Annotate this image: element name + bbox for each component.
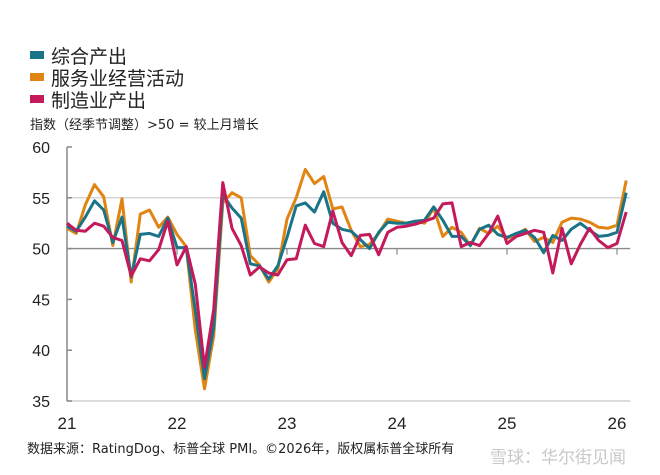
series-line-1: [66, 167, 628, 391]
series-line-2: [66, 181, 628, 369]
legend-label: 服务业经营活动: [51, 67, 185, 90]
x-tick-label: 26: [608, 414, 627, 433]
y-tick-label: 40: [32, 343, 50, 360]
legend-label: 综合产出: [51, 45, 128, 68]
y-tick-label: 35: [32, 394, 50, 411]
watermark: 雪球：华尔街见闻: [490, 448, 626, 468]
legend-item-manufacturing: 制造业产出: [30, 88, 184, 112]
chart-subtitle: 指数（经季节调整）>50 = 较上月增长: [30, 118, 259, 133]
legend-item-services: 服务业经营活动: [30, 66, 185, 90]
y-tick-label: 60: [32, 140, 50, 157]
legend-swatch: [30, 51, 44, 59]
y-tick-label: 55: [32, 191, 50, 208]
series-line-0: [66, 190, 628, 381]
x-tick-label: 23: [278, 414, 297, 433]
x-tick-label: 22: [168, 414, 187, 433]
legend-label: 制造业产出: [51, 89, 147, 112]
y-tick-label: 50: [32, 242, 50, 259]
x-tick-label: 24: [388, 414, 407, 433]
x-tick-label: 21: [58, 414, 77, 433]
x-tick-label: 25: [498, 414, 517, 433]
chart-legend: 综合产出 服务业经营活动 制造业产出: [30, 44, 185, 112]
source-note: 数据来源：RatingDog、标普全球 PMI。©2026年，版权属标普全球所有: [27, 442, 455, 457]
legend-swatch: [30, 95, 44, 103]
y-tick-label: 45: [32, 292, 50, 309]
legend-swatch: [30, 73, 44, 81]
legend-item-composite: 综合产出: [30, 44, 184, 68]
